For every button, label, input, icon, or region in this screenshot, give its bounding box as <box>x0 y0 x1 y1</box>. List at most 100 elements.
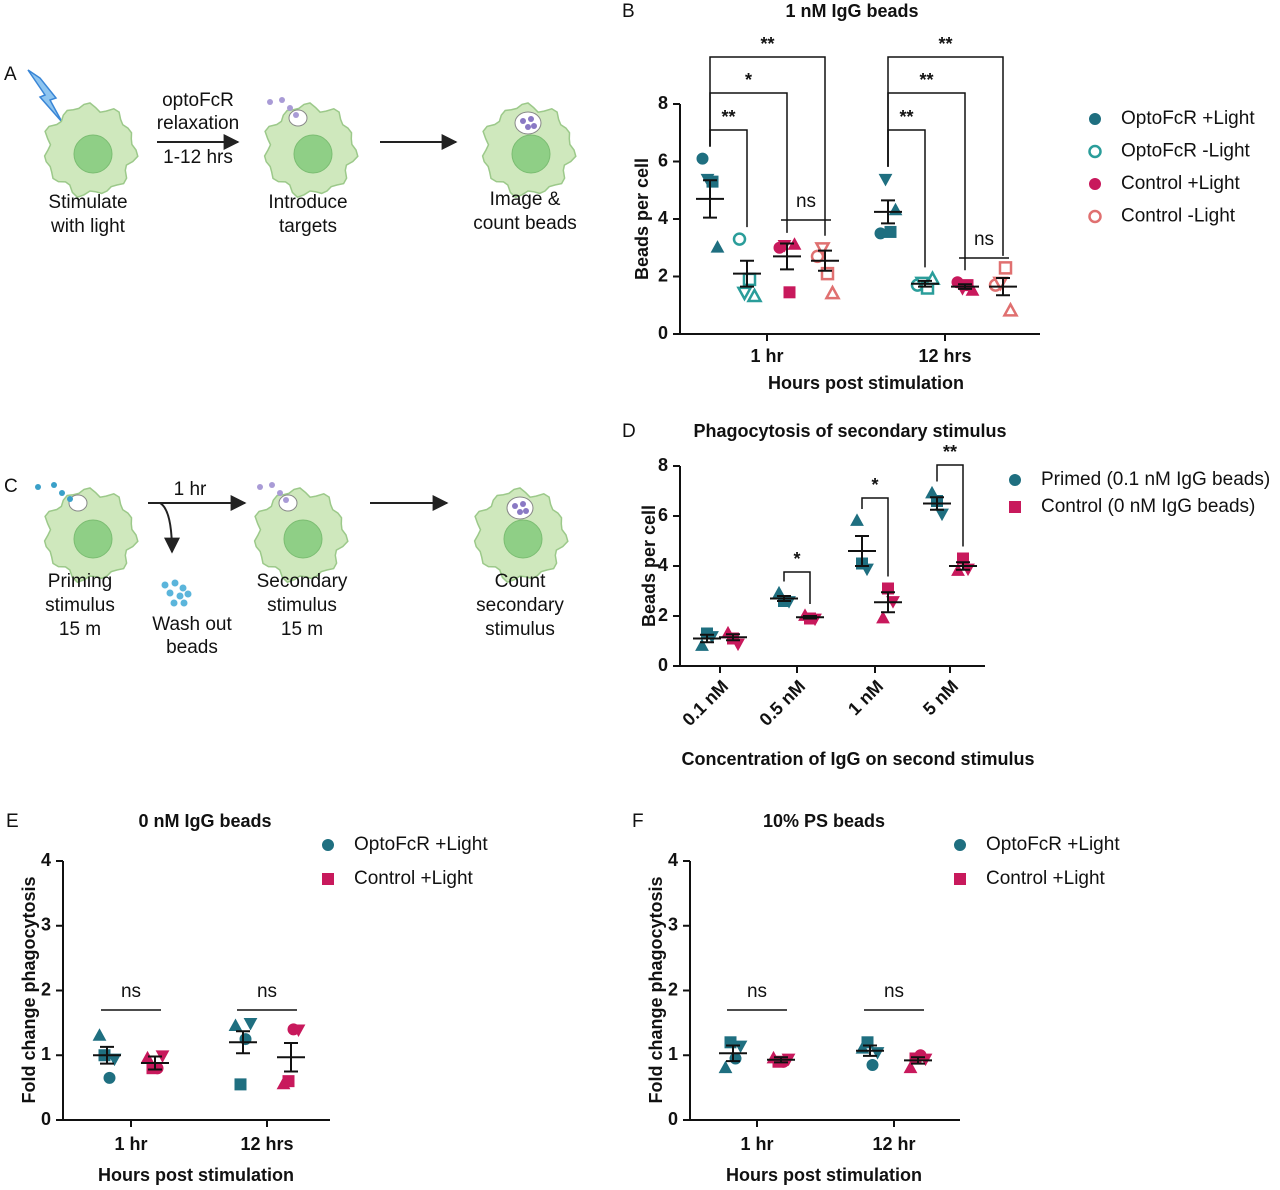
diagram-label: 1 hr <box>174 479 207 500</box>
y-tick-label: 2 <box>41 979 51 999</box>
bead <box>35 484 41 490</box>
significance-bracket <box>936 464 964 547</box>
error-bar <box>958 283 972 290</box>
diagram-label: stimulus <box>45 595 115 616</box>
point <box>742 272 757 287</box>
point <box>814 242 831 257</box>
error-bar <box>700 633 714 644</box>
x-tick-label: 0.5 nM <box>755 676 809 730</box>
y-tick-label: 0 <box>658 323 668 343</box>
significance-label: ** <box>938 34 952 54</box>
y-tick-label: 0 <box>668 1109 678 1129</box>
panel-letter: A <box>4 64 17 85</box>
legend-label: Control +Light <box>986 868 1106 889</box>
error-bar <box>881 199 895 225</box>
y-tick-label: 2 <box>658 605 668 625</box>
charts: B 1 nM IgG beads 0 2 4 6 8 Beads per cell Hours … <box>6 1 1270 1185</box>
legend-label: Control +Light <box>354 868 474 889</box>
vacuole <box>514 111 542 135</box>
point <box>746 287 763 303</box>
legend-marker <box>1009 474 1021 486</box>
bead <box>267 99 273 105</box>
x-tick-label: 1 hr <box>114 1134 147 1154</box>
significance-label: ns <box>257 981 277 1002</box>
error-bar <box>777 595 791 602</box>
bead <box>523 508 529 514</box>
bead <box>170 599 178 607</box>
point <box>850 513 864 526</box>
y-tick-label: 6 <box>658 150 668 170</box>
bead <box>528 116 534 122</box>
panel-letter: C <box>4 476 18 497</box>
nucleus <box>503 519 543 559</box>
error-bar <box>726 633 740 642</box>
legend-marker <box>322 839 334 851</box>
y-tick-label: 8 <box>658 93 668 113</box>
error-bar <box>780 242 794 271</box>
error-bar <box>855 535 869 567</box>
diagram-label: relaxation <box>157 113 239 134</box>
significance-label: ns <box>747 981 767 1002</box>
x-tick-label: 12 hr <box>872 1134 915 1154</box>
point <box>866 1058 879 1071</box>
panel-letter: D <box>622 421 636 442</box>
point <box>243 1017 258 1031</box>
point <box>103 1071 116 1084</box>
diagram-label: optoFcR <box>162 90 234 111</box>
y-axis-label: Beads per cell <box>632 158 652 280</box>
bead <box>161 581 169 589</box>
point <box>107 1053 122 1067</box>
error-bar <box>703 179 717 219</box>
vacuole <box>506 496 534 520</box>
error-bar <box>774 1056 788 1064</box>
error-bar <box>100 1045 114 1065</box>
point <box>998 261 1013 275</box>
significance-bracket <box>861 497 889 577</box>
diagram-label: Stimulate <box>48 192 127 213</box>
diagram-label: beads <box>166 637 218 658</box>
bead <box>287 105 293 111</box>
error-bar <box>911 1056 925 1065</box>
arrow <box>159 502 180 554</box>
significance-label: ns <box>796 191 816 212</box>
bead <box>277 490 283 496</box>
bead <box>517 509 523 515</box>
point <box>92 1028 107 1041</box>
panel-letter: E <box>6 811 19 832</box>
bead <box>279 97 285 103</box>
point <box>810 249 825 264</box>
x-axis-label: Concentration of IgG on second stimulus <box>681 749 1034 769</box>
point <box>731 638 745 652</box>
significance-bracket <box>783 571 811 604</box>
legend-label: OptoFcR -Light <box>1121 141 1251 162</box>
point <box>783 286 796 299</box>
nucleus <box>511 134 551 174</box>
significance-bracket <box>887 129 926 268</box>
legend-label: Control (0 nM IgG beads) <box>1041 496 1255 517</box>
legend-label: OptoFcR +Light <box>1121 108 1255 129</box>
error-bar <box>740 259 754 288</box>
legend-marker <box>1089 178 1101 190</box>
point <box>718 1060 733 1074</box>
point <box>870 1047 885 1060</box>
x-tick-label: 1 hr <box>750 346 783 366</box>
point <box>876 610 890 624</box>
point <box>729 1052 742 1065</box>
nucleus <box>73 519 113 559</box>
bead <box>512 503 518 509</box>
error-bar <box>726 1044 740 1063</box>
error-bar <box>818 249 832 272</box>
diagram-label: secondary <box>476 595 564 616</box>
legend-marker <box>322 873 334 885</box>
point <box>1002 301 1019 317</box>
error-bar <box>236 1030 250 1055</box>
chart-title: 10% PS beads <box>763 811 885 831</box>
bead <box>520 118 526 124</box>
point <box>696 152 709 165</box>
bead <box>184 590 192 598</box>
nucleus <box>283 519 323 559</box>
x-tick-label: 12 hrs <box>240 1134 293 1154</box>
y-tick-label: 6 <box>658 505 668 525</box>
x-axis-label: Hours post stimulation <box>768 373 964 393</box>
legend-label: Primed (0.1 nM IgG beads) <box>1041 469 1270 490</box>
